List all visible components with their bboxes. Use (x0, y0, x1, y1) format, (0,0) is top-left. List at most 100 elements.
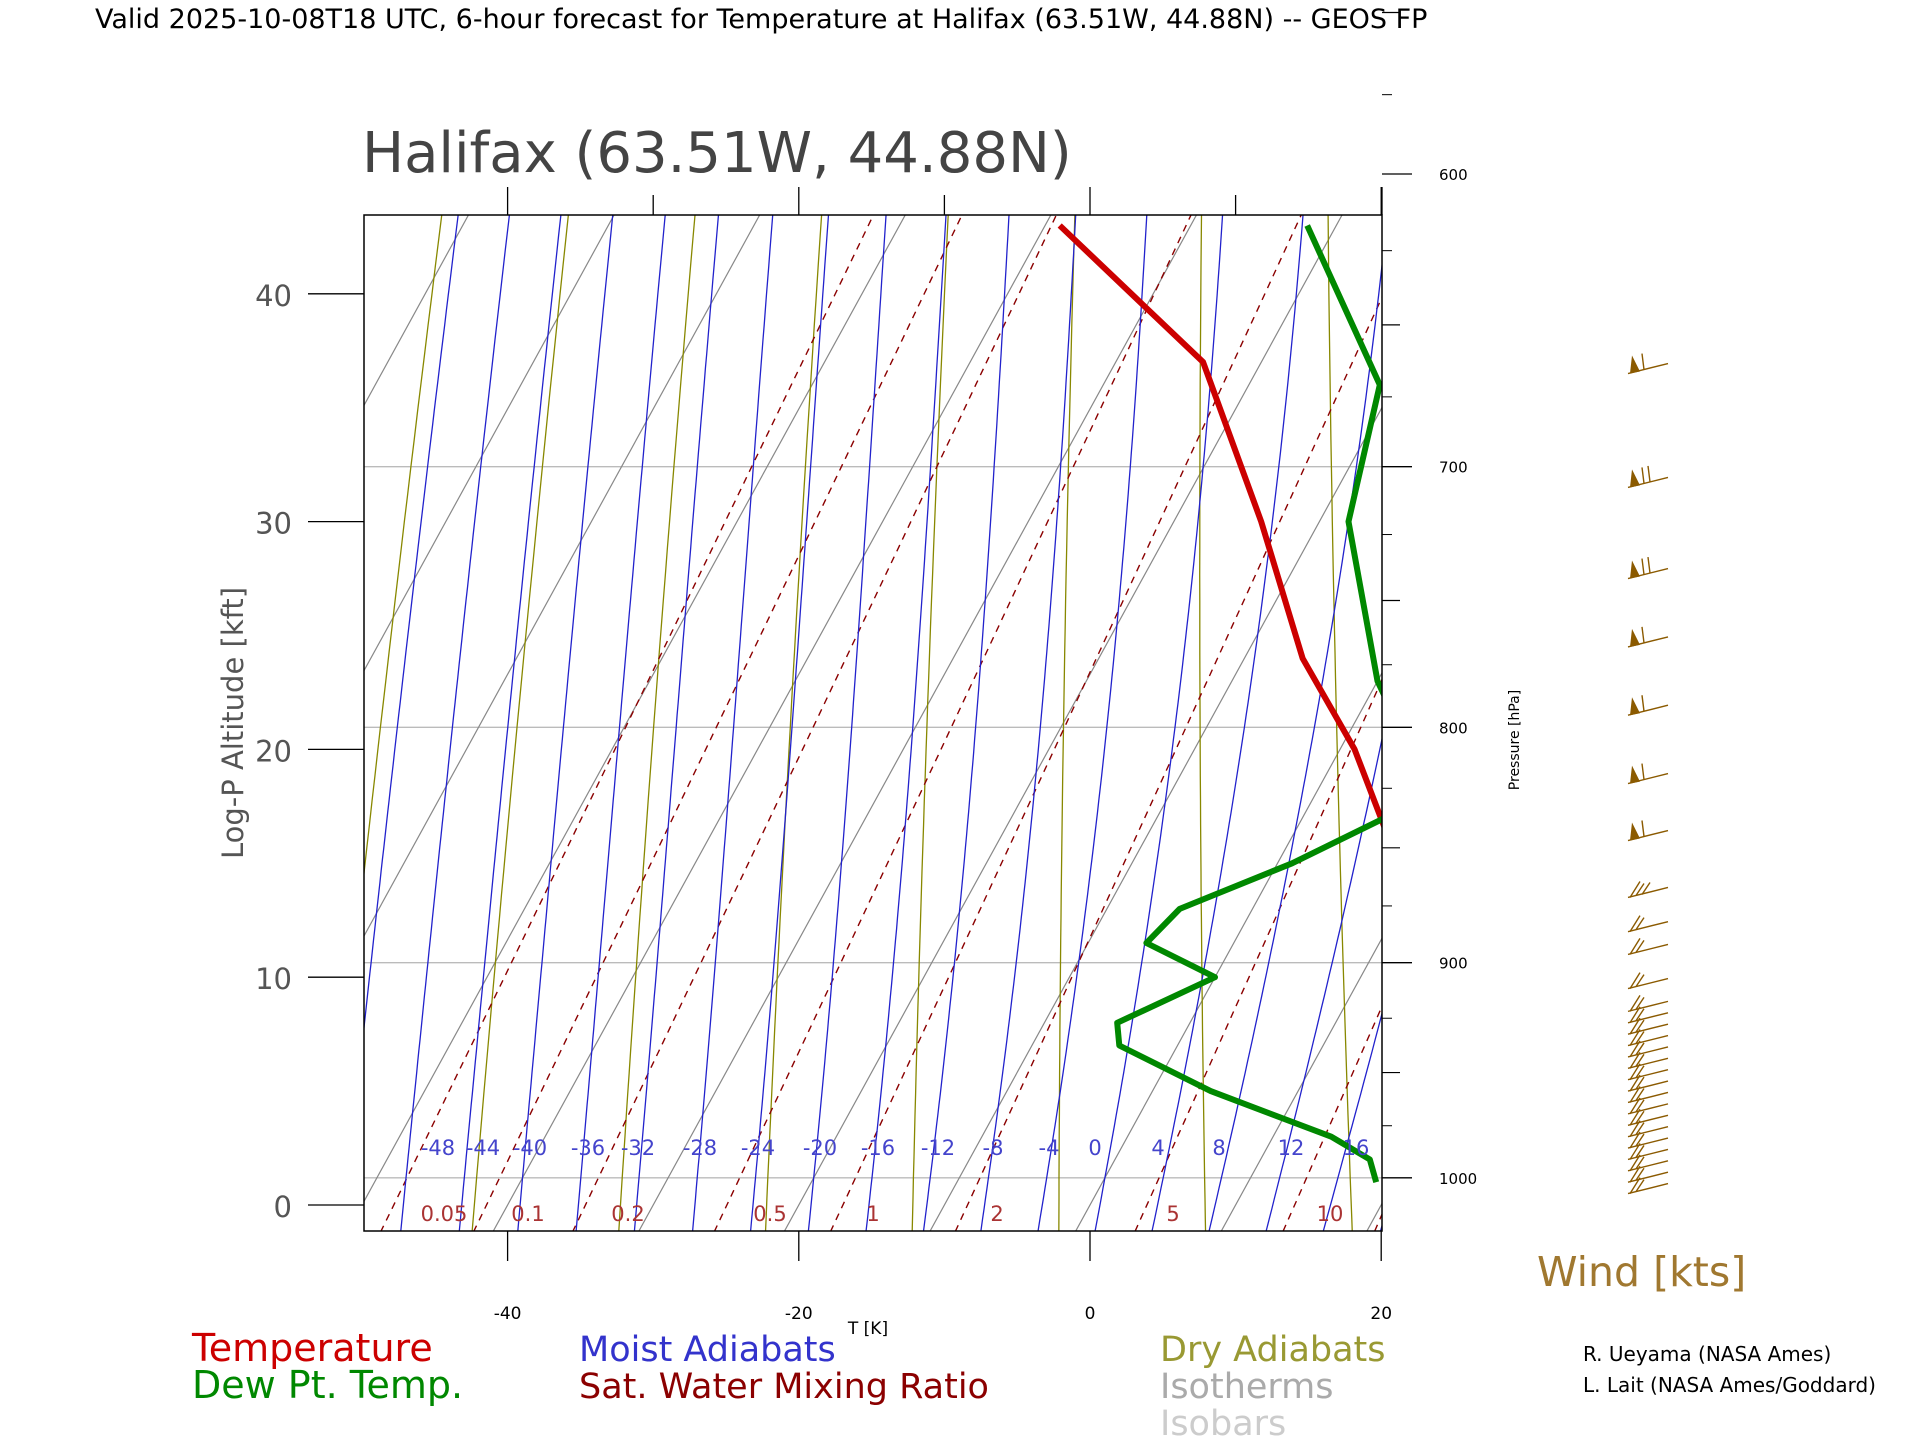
pressure-label: 1000 (1439, 1170, 1477, 1188)
dry-adiabat (1894, 0, 1920, 1279)
wind-barb (1628, 354, 1668, 374)
moist-adiabat (334, 0, 653, 1309)
moist-adiabat-label: -20 (803, 1136, 837, 1160)
wind-barb (1628, 916, 1668, 932)
wind-barb-pennant (1630, 823, 1640, 841)
plot-frame (364, 215, 1382, 1231)
moist-adiabat (969, 0, 1228, 1309)
wind-barb-flag (1642, 559, 1644, 575)
mixing-ratio-line (934, 0, 1920, 1279)
wind-barb-pennant (1630, 469, 1640, 487)
moist-adiabat-label: -44 (466, 1136, 500, 1160)
moist-adiabat-label: 4 (1151, 1136, 1164, 1160)
moist-adiabat (452, 0, 762, 1309)
moist-adiabat (1527, 0, 1920, 1309)
legend-mixing-ratio: Sat. Water Mixing Ratio (579, 1367, 989, 1407)
isotherm-line (1366, 157, 1920, 1232)
mixing-ratio-line (1421, 0, 1920, 1279)
dry-adiabat (616, 0, 962, 1279)
left-axis-label: Log-P Altitude [kft] (216, 587, 250, 859)
wind-barb-flag (1642, 627, 1644, 643)
wind-barb-staff (1628, 1127, 1668, 1137)
moist-adiabat-label: 8 (1212, 1136, 1225, 1160)
wind-barb-staff (1628, 1070, 1668, 1080)
isotherm-line (1512, 157, 1920, 1232)
dry-adiabat (1200, 0, 1301, 1279)
moist-adiabat-label: -4 (1039, 1136, 1060, 1160)
isotherm-line (0, 157, 500, 1232)
dry-adiabat (1059, 0, 1216, 1279)
wind-barbs (1628, 354, 1668, 1194)
wind-barb-flag (1642, 764, 1644, 780)
isotherm-line (0, 157, 209, 1232)
moist-adiabat-label: -12 (921, 1136, 955, 1160)
wind-barb-staff (1628, 887, 1668, 897)
wind-barb-flag (1648, 466, 1650, 482)
isotherm-line (0, 157, 63, 1232)
moist-adiabat-label: 12 (1278, 1136, 1305, 1160)
mixing-ratio-label: 0.05 (421, 1202, 468, 1226)
mixing-ratio-label: 0.1 (511, 1202, 544, 1226)
dry-adiabat (764, 0, 1047, 1279)
wind-barb-staff (1628, 979, 1668, 989)
mixing-ratio-label: 0.5 (753, 1202, 786, 1226)
moist-adiabat (628, 0, 920, 1309)
wind-label: Wind [kts] (1537, 1248, 1746, 1296)
wind-barb-staff (1628, 1081, 1668, 1091)
wind-barb-flag (1642, 467, 1644, 483)
chart-title: Halifax (63.51W, 44.88N) (362, 121, 1072, 186)
wind-barb-staff (1628, 1058, 1668, 1068)
legend-dry-adiabats: Dry Adiabats (1160, 1330, 1386, 1370)
wind-barb (1628, 557, 1668, 579)
moist-adiabat (1191, 0, 1475, 1309)
wind-barb-staff (1628, 1036, 1668, 1046)
bottom-tick-label: -20 (785, 1304, 813, 1324)
wind-barb-flag (1642, 695, 1644, 711)
wind-barb-flag (1648, 557, 1650, 573)
moist-adiabat-label: -16 (861, 1136, 895, 1160)
wind-barb-pennant (1630, 629, 1640, 647)
moist-adiabat-label: -36 (571, 1136, 605, 1160)
moist-adiabat (1080, 0, 1336, 1309)
moist-adiabat (857, 0, 1127, 1309)
wind-barb-staff (1628, 1184, 1668, 1194)
legend-moist-adiabats: Moist Adiabats (579, 1330, 836, 1370)
isotherm-line (347, 157, 937, 1232)
moist-adiabat (1470, 0, 1920, 1309)
wind-barb-staff (1628, 1172, 1668, 1182)
dry-adiabat (1638, 0, 1797, 1279)
mixing-ratio-label: 10 (1317, 1202, 1344, 1226)
left-tick-label: 0 (274, 1190, 292, 1224)
bottom-axis-label: T [K] (847, 1319, 888, 1339)
moist-adiabat (1025, 0, 1280, 1309)
wind-barb-staff (1628, 944, 1668, 954)
wind-barb (1628, 695, 1668, 715)
wind-barb (1628, 881, 1668, 897)
moist-adiabat-label: -8 (983, 1136, 1004, 1160)
pressure-label: 700 (1439, 459, 1468, 477)
wind-barb-staff (1628, 1161, 1668, 1171)
moist-adiabat-label: -24 (741, 1136, 775, 1160)
isotherm-line (638, 157, 1228, 1232)
wind-barb-flag (1642, 354, 1644, 370)
mixing-ratio-line (550, 0, 1648, 1279)
mixing-ratio-label: 1 (866, 1202, 879, 1226)
wind-barb-pennant (1630, 697, 1640, 715)
dry-adiabat (321, 0, 793, 1279)
wind-barb (1628, 973, 1668, 989)
moist-adiabat-label: -32 (621, 1136, 655, 1160)
wind-barb-pennant (1630, 356, 1640, 374)
wind-barb (1628, 821, 1668, 841)
wind-barb-pennant (1630, 766, 1640, 784)
figure-header: Valid 2025-10-08T18 UTC, 6-hour forecast… (95, 4, 1427, 35)
mixing-ratio-label: 0.2 (611, 1202, 644, 1226)
pressure-label: 800 (1439, 719, 1468, 737)
mixing-ratio-line (1114, 0, 1920, 1279)
wind-barb-staff (1628, 1115, 1668, 1125)
moist-adiabat-label: 0 (1088, 1136, 1101, 1160)
moist-adiabat (1414, 0, 1920, 1309)
mixing-ratio-label: 2 (990, 1202, 1003, 1226)
